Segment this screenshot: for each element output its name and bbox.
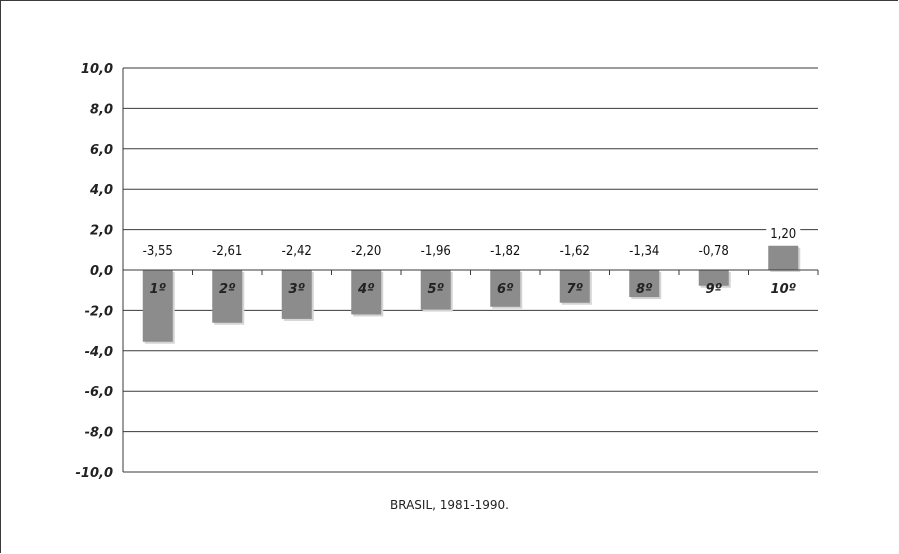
data-label-bg: [693, 242, 735, 259]
y-tick-label: 0,0: [90, 264, 113, 279]
y-tick-label: 4,0: [89, 183, 113, 198]
y-tick-label: -6,0: [85, 385, 113, 400]
bar: [490, 270, 521, 307]
data-label: -2,61: [212, 244, 242, 259]
y-tick-label: 8,0: [90, 102, 113, 117]
data-label-bg: [276, 242, 318, 259]
category-label: 3º: [289, 282, 306, 297]
y-tick-label: 2,0: [90, 224, 113, 239]
data-label-bg: [206, 242, 248, 259]
data-label-bg: [766, 224, 801, 242]
data-label: -0,78: [699, 244, 729, 259]
data-label: 1,20: [770, 227, 796, 242]
category-label: 4º: [357, 282, 375, 297]
data-label-bg: [484, 242, 526, 259]
category-label: 9º: [706, 282, 723, 297]
bar: [142, 270, 173, 342]
category-label: 7º: [567, 282, 584, 297]
data-label: -1,62: [560, 244, 590, 259]
bar: [698, 270, 729, 286]
category-label: 10º: [771, 282, 797, 297]
bar: [559, 270, 590, 303]
y-tick-label: 10,0: [81, 62, 113, 77]
data-label: -2,42: [282, 244, 312, 259]
bar: [281, 270, 312, 319]
category-label: 1º: [150, 282, 167, 297]
data-label-bg: [415, 242, 457, 259]
category-label: 5º: [428, 282, 445, 297]
data-label-bg: [137, 242, 179, 259]
data-label: -3,55: [143, 244, 173, 259]
bar: [351, 270, 382, 315]
data-label-bg: [623, 242, 665, 259]
bar: [212, 270, 243, 323]
category-label-bg: [767, 279, 800, 297]
data-label-bg: [554, 242, 596, 259]
y-tick-label: -10,0: [76, 466, 113, 481]
bar: [629, 270, 660, 298]
y-tick-label: 6,0: [90, 143, 113, 158]
y-tick-label: -4,0: [85, 345, 113, 360]
category-label: 6º: [497, 282, 514, 297]
category-label: 8º: [636, 282, 653, 297]
x-axis-caption: BRASIL, 1981-1990.: [390, 498, 509, 512]
category-label: 2º: [219, 282, 236, 297]
y-tick-label: -2,0: [85, 304, 113, 319]
data-label: -1,82: [490, 244, 520, 259]
bar: [768, 245, 799, 270]
y-tick-label: -8,0: [85, 426, 113, 441]
bar: [420, 270, 451, 310]
data-label-bg: [345, 242, 387, 259]
data-label: -2,20: [351, 244, 381, 259]
data-label: -1,34: [629, 244, 659, 259]
data-label: -1,96: [421, 244, 451, 259]
